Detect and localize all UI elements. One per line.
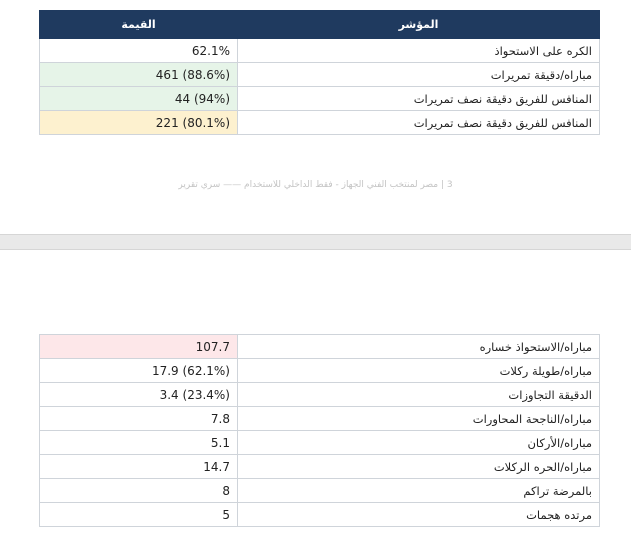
page-footer: 3 | مصر لمنتخب الفني الجهاز - فقط الداخل…: [178, 180, 453, 190]
indicator-cell: مباراه/الحره الركلات: [237, 454, 600, 479]
indicator-cell: بالمرضة تراكم: [237, 478, 600, 503]
value-column-header: القيمة: [39, 10, 238, 39]
value-cell: 7.8: [39, 406, 238, 431]
indicator-cell: مباراه/الاستحواذ خساره: [237, 334, 600, 359]
value-cell: 221 (80.1%): [39, 110, 238, 135]
indicator-cell: مباراه/الأركان: [237, 430, 600, 455]
indicator-cell: مباراه/طويلة ركلات: [237, 358, 600, 383]
table-row: 5.1 مباراه/الأركان: [39, 430, 600, 455]
value-cell: 62.1%: [39, 38, 238, 63]
indicator-cell: مرتده هجمات: [237, 502, 600, 527]
table-row: 14.7 مباراه/الحره الركلات: [39, 454, 600, 479]
table-row: 17.9 (62.1%) مباراه/طويلة ركلات: [39, 358, 600, 383]
table-row: 44 (94%) المنافس للفريق دقيقة نصف تمريرات: [39, 86, 600, 111]
indicator-table-page-2: 107.7 مباراه/الاستحواذ خساره 17.9 (62.1%) م…: [39, 334, 600, 527]
table-row: 62.1% الكره على الاستحواذ: [39, 38, 600, 63]
table-row: 5 مرتده هجمات: [39, 502, 600, 527]
value-cell: 5.1: [39, 430, 238, 455]
value-cell: 8: [39, 478, 238, 503]
indicator-column-header: المؤشر: [237, 10, 600, 39]
indicator-cell: مباراه/دقيقة تمريرات: [237, 62, 600, 87]
value-cell: 5: [39, 502, 238, 527]
page-break: [0, 234, 631, 250]
indicator-cell: المنافس للفريق دقيقة نصف تمريرات: [237, 86, 600, 111]
indicator-cell: المنافس للفريق دقيقة نصف تمريرات: [237, 110, 600, 135]
table-row: 221 (80.1%) المنافس للفريق دقيقة نصف تمري…: [39, 110, 600, 135]
value-cell: 14.7: [39, 454, 238, 479]
value-cell: 461 (88.6%): [39, 62, 238, 87]
indicator-table-page-1: القيمة المؤشر 62.1% الكره على الاستحواذ 46…: [39, 10, 600, 135]
indicator-cell: مباراه/الناجحة المحاورات: [237, 406, 600, 431]
value-cell: 107.7: [39, 334, 238, 359]
table-row: 3.4 (23.4%) الدقيقة التجاوزات: [39, 382, 600, 407]
table-row: 107.7 مباراه/الاستحواذ خساره: [39, 334, 600, 359]
table-row: 7.8 مباراه/الناجحة المحاورات: [39, 406, 600, 431]
indicator-cell: الكره على الاستحواذ: [237, 38, 600, 63]
table-row: 461 (88.6%) مباراه/دقيقة تمريرات: [39, 62, 600, 87]
table-row: 8 بالمرضة تراكم: [39, 478, 600, 503]
value-cell: 3.4 (23.4%): [39, 382, 238, 407]
top-cutoff-text: [480, 0, 570, 3]
value-cell: 17.9 (62.1%): [39, 358, 238, 383]
value-cell: 44 (94%): [39, 86, 238, 111]
table-header-row: القيمة المؤشر: [39, 10, 600, 39]
indicator-cell: الدقيقة التجاوزات: [237, 382, 600, 407]
